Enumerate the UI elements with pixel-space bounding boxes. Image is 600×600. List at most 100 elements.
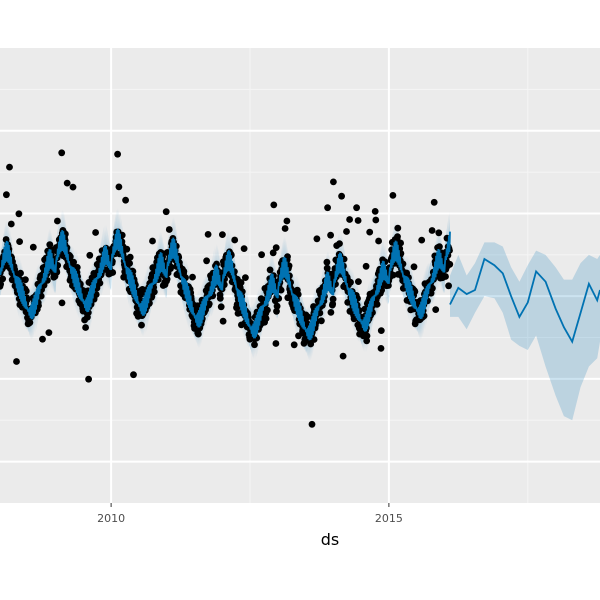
data-point [394, 224, 402, 232]
data-point [219, 231, 226, 239]
data-point [13, 358, 20, 365]
data-point [203, 257, 211, 265]
data-point [269, 249, 277, 257]
data-point [165, 226, 173, 233]
data-point [82, 324, 89, 331]
data-point [353, 204, 360, 212]
data-point [371, 208, 379, 215]
history-fit-line [0, 228, 451, 341]
data-point [281, 225, 289, 232]
data-point [266, 266, 274, 274]
data-point [330, 178, 337, 186]
data-point [327, 231, 334, 239]
data-point [270, 201, 278, 209]
data-point [429, 284, 436, 292]
data-point [258, 251, 265, 259]
fitted-line [0, 228, 600, 344]
data-point [205, 300, 213, 308]
data-point [126, 260, 133, 267]
data-point [63, 179, 71, 187]
data-point [180, 268, 188, 275]
data-point [346, 216, 353, 223]
data-point [445, 282, 452, 290]
data-point [385, 282, 392, 289]
data-point [22, 276, 29, 284]
data-point [372, 216, 380, 224]
data-point [394, 233, 401, 241]
data-point [377, 345, 385, 352]
data-point [92, 229, 99, 236]
data-point [58, 149, 66, 157]
data-point [418, 236, 426, 244]
x-tick-label: 2010 [97, 512, 125, 525]
data-point [339, 352, 347, 360]
data-point [17, 269, 24, 277]
data-point [389, 192, 397, 199]
data-point [3, 191, 10, 199]
data-point [219, 317, 227, 325]
data-point [264, 306, 271, 314]
data-point [150, 288, 158, 296]
data-point [290, 341, 298, 349]
data-point [213, 260, 221, 268]
data-point [283, 217, 291, 225]
data-point [85, 375, 92, 383]
data-point [29, 243, 37, 251]
data-point [308, 420, 316, 428]
data-point [194, 330, 202, 338]
data-point [329, 295, 337, 303]
data-point [277, 286, 285, 294]
x-axis-ticks: 2010 2015 [97, 503, 403, 525]
data-point [377, 327, 385, 334]
data-point [6, 163, 13, 171]
data-point [363, 337, 371, 345]
data-point [114, 150, 121, 158]
x-tick-label: 2015 [375, 512, 403, 525]
data-point [336, 240, 343, 248]
data-point [231, 236, 239, 244]
data-point [347, 278, 354, 286]
data-point [273, 307, 280, 315]
data-point [39, 335, 46, 343]
data-point [323, 264, 331, 272]
data-point [432, 306, 440, 313]
data-point [0, 275, 7, 283]
data-point [149, 237, 156, 245]
data-point [435, 229, 443, 237]
data-point [327, 309, 335, 316]
data-point [410, 263, 418, 271]
data-point [54, 217, 61, 225]
data-point [162, 208, 170, 216]
data-point [262, 315, 270, 322]
data-point [366, 228, 374, 236]
data-point [16, 238, 23, 246]
data-point [362, 262, 370, 270]
data-point [138, 321, 145, 329]
data-point [397, 239, 404, 247]
data-point [126, 253, 134, 261]
data-point [189, 273, 196, 281]
data-point [355, 278, 362, 285]
data-point [130, 371, 137, 379]
data-point [272, 340, 280, 347]
data-point [7, 220, 15, 228]
forecast-line [449, 257, 600, 344]
data-point [354, 217, 362, 224]
data-point [375, 237, 382, 245]
data-point [242, 274, 249, 281]
data-point [86, 251, 94, 259]
data-point [338, 192, 345, 200]
data-point [216, 295, 224, 302]
data-point [69, 183, 77, 191]
data-point [428, 227, 436, 234]
data-point [363, 332, 371, 340]
data-point [37, 292, 45, 300]
data-point [373, 301, 381, 308]
data-point [436, 243, 443, 251]
data-point [58, 299, 66, 307]
data-point [272, 244, 280, 252]
data-point [323, 258, 331, 266]
x-axis-title: ds [321, 530, 340, 549]
data-point [122, 196, 129, 204]
